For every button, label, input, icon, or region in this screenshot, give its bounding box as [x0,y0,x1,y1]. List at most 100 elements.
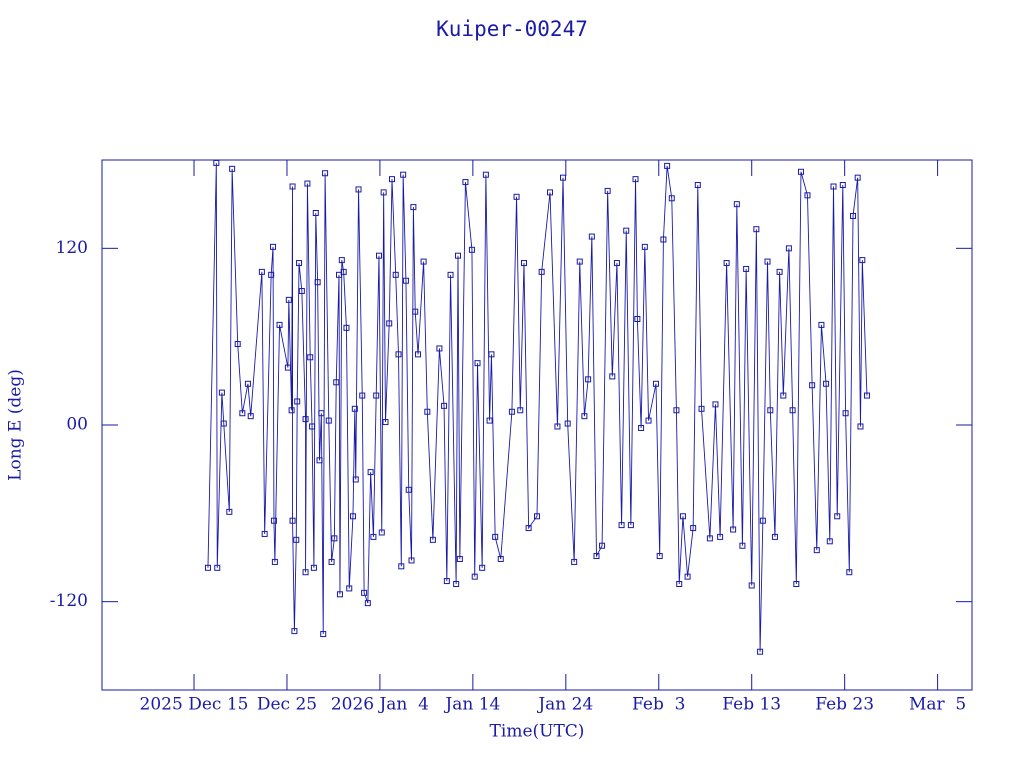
data-point [846,569,853,576]
data-point [361,589,368,596]
data-point [757,648,764,655]
data-point [534,513,540,520]
data-point [604,187,611,194]
data-line [207,162,868,652]
data-point [415,351,422,358]
plot-area [204,160,870,655]
chart-title: Kuiper-00247 [436,17,588,41]
data-point [276,321,283,328]
data-point [520,260,527,267]
data-point [214,564,221,571]
y-tick-label: 00 [66,415,88,435]
data-point [375,252,382,259]
data-point [400,171,407,178]
data-point [456,555,463,562]
data-point [673,407,680,414]
data-point [289,517,296,524]
data-point [304,180,311,187]
data-point [338,257,345,264]
data-point [613,260,620,267]
data-point [554,423,561,430]
data-point [676,581,683,587]
data-point [664,162,671,169]
data-point [538,268,545,275]
data-point [717,533,724,540]
data-point [513,193,520,200]
data-point [364,600,371,607]
data-point [652,380,659,387]
data-point [468,246,475,253]
data-point [471,573,478,580]
data-point [690,525,697,532]
data-point [462,179,469,186]
data-point [804,192,811,199]
data-point [389,176,395,183]
data-point [547,189,554,196]
data-point [660,236,667,243]
data-point [771,533,778,540]
data-point [823,380,830,387]
data-point [424,408,431,415]
data-point [392,271,399,278]
x-tick-label: Feb 3 [632,695,685,715]
data-point [632,176,639,183]
data-point [656,553,663,560]
data-point [560,174,567,181]
data-point [698,405,705,412]
data-point [213,160,220,166]
data-point [564,420,571,427]
data-point [285,296,292,303]
data-point [247,413,254,420]
data-point [830,183,837,190]
data-point [767,407,774,414]
data-point [271,558,278,565]
data-point [517,407,524,414]
data-point [244,380,251,387]
data-point [325,417,332,424]
data-point [382,419,389,426]
data-point [859,257,866,264]
data-point [331,535,338,542]
data-point [618,522,625,529]
data-point [291,628,298,635]
data-point [668,195,675,202]
data-point [759,517,766,524]
data-point [298,288,305,295]
data-point [842,410,849,417]
data-point [645,417,652,424]
data-point [641,243,648,250]
data-point [638,424,645,431]
data-point [857,423,864,430]
data-point [420,258,427,265]
data-point [405,486,412,493]
data-point [410,204,417,211]
data-point [576,258,583,265]
data-point [289,183,296,190]
data-point [739,542,746,549]
data-point [834,513,841,520]
data-point [497,555,504,562]
data-point [712,401,719,408]
data-point [310,564,317,571]
data-point [748,582,755,589]
x-tick-label: Mar 5 [909,695,966,715]
data-point [322,170,329,177]
data-point [571,558,578,565]
data-point [316,457,323,464]
data-point [441,402,448,409]
data-point [229,165,236,172]
data-point [486,417,493,424]
x-tick-label: Jan 24 [536,695,593,715]
data-point [588,233,595,240]
data-point [258,268,265,275]
y-axis-label: Long E (deg) [6,369,26,481]
data-point [593,553,600,560]
data-point [429,536,436,543]
data-point [839,182,846,189]
data-point [268,271,275,278]
data-point [352,476,359,483]
data-point [398,563,405,570]
data-point [826,538,833,545]
data-point [346,585,353,592]
data-point [789,407,796,414]
